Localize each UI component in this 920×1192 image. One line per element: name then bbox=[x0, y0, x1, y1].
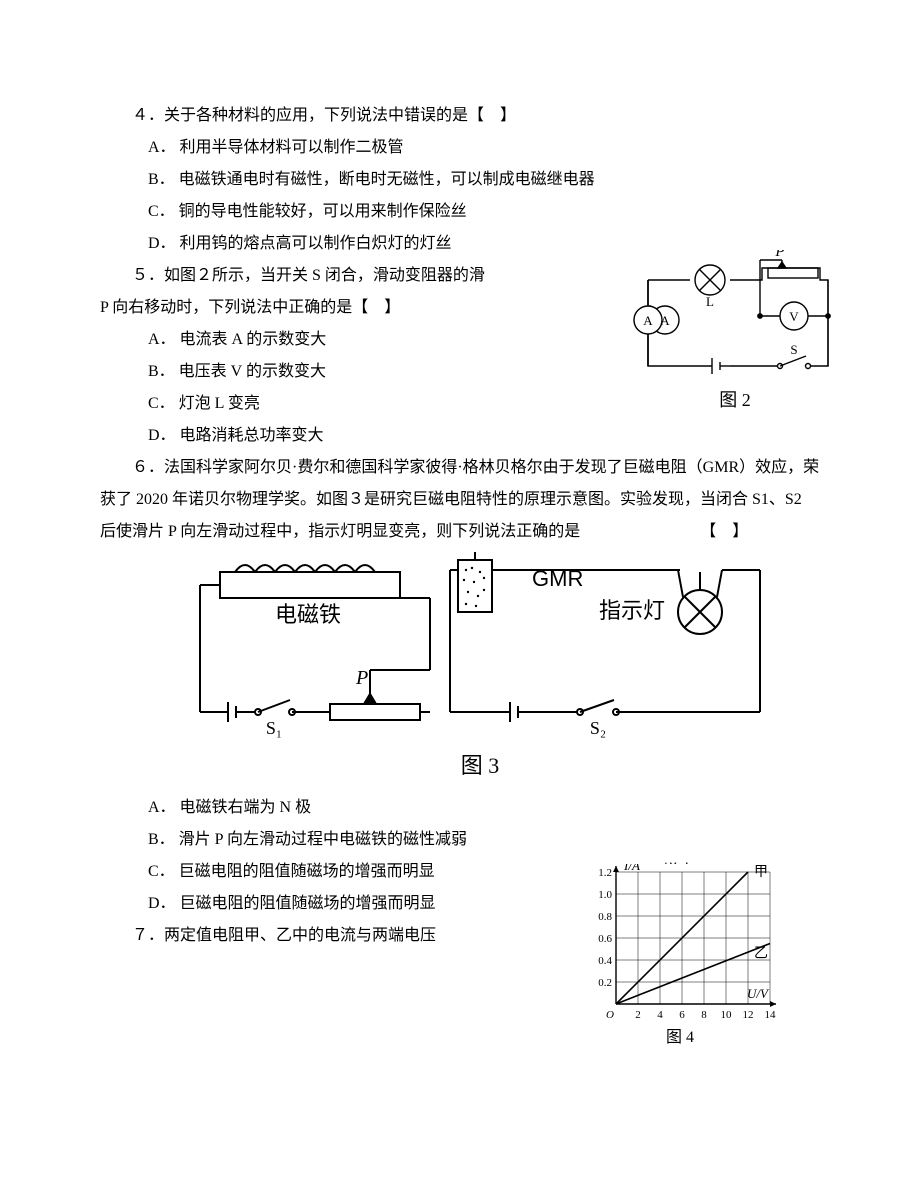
figure-4-label: 图 4 bbox=[580, 1022, 780, 1054]
q4-option-c: C． 铜的导电性能较好，可以用来制作保险丝 bbox=[100, 196, 820, 228]
svg-text:0.6: 0.6 bbox=[598, 933, 612, 945]
document-page: ４．关于各种材料的应用，下列说法中错误的是【 】 A． 利用半导体材料可以制作二… bbox=[0, 0, 920, 1192]
figure-4-svg: 2 4 6 8 10 12 14 0.2 0.4 0.6 0.8 1.0 1.2 O I/A U/V 甲乙 bbox=[580, 864, 780, 1024]
svg-text:14: 14 bbox=[765, 1009, 777, 1021]
figure-2-label: 图 2 bbox=[630, 382, 840, 418]
svg-text:12: 12 bbox=[743, 1009, 754, 1021]
ammeter-label-2: A bbox=[643, 313, 653, 328]
svg-text:8: 8 bbox=[701, 1009, 707, 1021]
svg-text:乙: 乙 bbox=[754, 946, 768, 962]
figure-2: L A A bbox=[630, 250, 840, 410]
lamp-label: L bbox=[706, 294, 714, 309]
svg-text:2: 2 bbox=[635, 1009, 641, 1021]
s1-label: S₁ bbox=[266, 718, 282, 738]
svg-text:1.0: 1.0 bbox=[598, 889, 612, 901]
svg-text:4: 4 bbox=[657, 1009, 663, 1021]
q5-block: L A A bbox=[100, 260, 820, 452]
s2-label: S₂ bbox=[590, 718, 606, 738]
q4-option-a: A． 利用半导体材料可以制作二极管 bbox=[100, 132, 820, 164]
q6-option-b: B． 滑片 P 向左滑动过程中电磁铁的磁性减弱 bbox=[100, 824, 820, 856]
slider-label: P bbox=[774, 250, 784, 260]
svg-text:甲: 甲 bbox=[754, 865, 768, 880]
figure-2-svg: L A A bbox=[630, 250, 840, 380]
q6-option-a: A． 电磁铁右端为 N 极 bbox=[100, 792, 820, 824]
q6-d-head: D． 巨磁电阻的阻值随磁场的增强而明显 bbox=[148, 895, 436, 912]
svg-text:I/A: I/A bbox=[623, 864, 640, 873]
svg-text:O: O bbox=[606, 1009, 614, 1021]
voltmeter-label: V bbox=[789, 309, 799, 324]
svg-text:0.4: 0.4 bbox=[598, 955, 612, 967]
p-label: P bbox=[355, 667, 368, 689]
q4-stem: ４．关于各种材料的应用，下列说法中错误的是【 】 bbox=[100, 100, 820, 132]
q6-stem: ６．法国科学家阿尔贝·费尔和德国科学家彼得·格林贝格尔由于发现了巨磁电阻（GMR… bbox=[100, 452, 820, 548]
svg-text:0.8: 0.8 bbox=[598, 911, 612, 923]
svg-text:1.2: 1.2 bbox=[598, 867, 612, 879]
figure-3-svg: S₁ P 电磁铁 bbox=[180, 552, 780, 742]
q7-stem-head: ７．两定值电阻甲、乙中的电流与两端电压 bbox=[132, 927, 436, 944]
q5-stem-a: ５．如图２所示，当开关 S 闭合，滑动变阻器的滑 bbox=[132, 267, 485, 284]
svg-text:0.2: 0.2 bbox=[598, 977, 612, 989]
switch-label: S bbox=[790, 342, 797, 357]
indicator-label: 指示灯 bbox=[599, 598, 665, 623]
q7-block: ７．两定值电阻甲、乙中的电流与两端电压 关系 24681012140.20.40… bbox=[100, 920, 820, 952]
q5-option-d: D． 电路消耗总功率变大 bbox=[100, 420, 820, 452]
figure-3: S₁ P 电磁铁 bbox=[170, 552, 790, 788]
q4-option-b: B． 电磁铁通电时有磁性，断电时无磁性，可以制成电磁继电器 bbox=[100, 164, 820, 196]
q6-c-head: C． 巨磁电阻的阻值随磁场的增强而明显 bbox=[148, 863, 435, 880]
figure-4: 24681012140.20.40.60.81.01.2OI/AU/V甲乙 图 … bbox=[580, 864, 780, 1044]
svg-text:6: 6 bbox=[679, 1009, 685, 1021]
svg-text:U/V: U/V bbox=[747, 986, 770, 1001]
figure-3-label: 图 3 bbox=[170, 744, 790, 788]
electromagnet-label: 电磁铁 bbox=[275, 602, 341, 627]
svg-text:10: 10 bbox=[721, 1009, 733, 1021]
